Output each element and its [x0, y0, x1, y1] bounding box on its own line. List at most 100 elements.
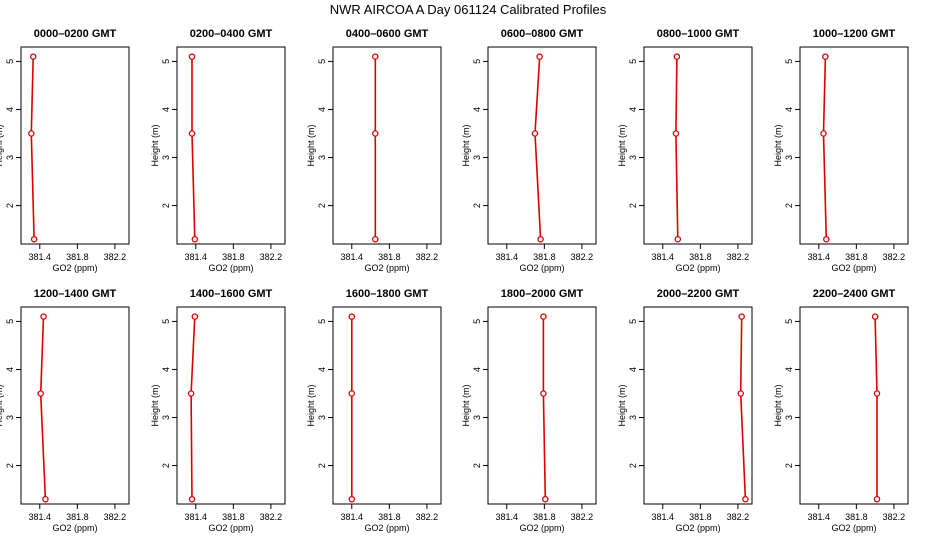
profile-panel: 1800–2000 GMT 381.4 381.8 382.2 2 3 4 5 GO2 (ppm…	[461, 288, 597, 533]
data-point	[540, 313, 547, 320]
profile-panel: 0200–0400 GMT 381.4 381.8 382.2 2 3 4 5 GO2 (ppm…	[150, 28, 286, 273]
profile-line	[874, 316, 878, 500]
data-point	[348, 390, 356, 397]
y-tick-label: 2	[161, 203, 171, 208]
profile-panel: 1200–1400 GMT 381.4 381.8 382.2 2 3 4 5 GO2 (ppm…	[0, 288, 130, 533]
panel-title: 2000–2200 GMT	[657, 288, 740, 300]
y-tick-label: 2	[317, 463, 327, 468]
data-point	[188, 495, 196, 503]
data-point	[540, 390, 547, 397]
profile-line	[39, 316, 47, 500]
y-tick-label: 5	[161, 59, 171, 64]
data-point	[542, 495, 549, 503]
page-title: NWR AIRCOA A Day 061124 Calibrated Profi…	[329, 2, 607, 17]
data-point	[191, 313, 199, 320]
y-tick-label: 5	[472, 59, 482, 64]
y-tick-label: 3	[161, 415, 171, 420]
x-axis-label: GO2 (ppm)	[831, 523, 876, 533]
y-axis-label: Height (m)	[0, 124, 4, 166]
profile-line	[542, 316, 547, 500]
y-tick-label: 2	[5, 463, 15, 468]
y-tick-label: 3	[472, 155, 482, 160]
data-point	[673, 53, 681, 60]
x-axis-label: GO2 (ppm)	[52, 523, 97, 533]
data-point	[372, 53, 379, 60]
x-axis-label: GO2 (ppm)	[519, 263, 564, 273]
data-point	[191, 235, 199, 243]
data-point	[531, 130, 539, 137]
y-axis-label: Height (m)	[150, 384, 160, 426]
x-tick-label: 382.2	[571, 512, 594, 522]
x-tick-label: 381.8	[378, 252, 401, 262]
y-axis-label: Height (m)	[461, 124, 471, 166]
data-point	[536, 53, 543, 60]
y-tick-label: 4	[628, 107, 638, 112]
y-tick-label: 4	[317, 107, 327, 112]
x-tick-label: 381.4	[29, 252, 52, 262]
x-tick-label: 381.8	[689, 252, 712, 262]
panel-title: 2200–2400 GMT	[813, 288, 896, 300]
x-tick-label: 381.8	[845, 512, 868, 522]
y-tick-label: 5	[628, 319, 638, 324]
y-axis-label: Height (m)	[306, 124, 316, 166]
x-tick-label: 382.2	[883, 252, 906, 262]
profile-line	[30, 56, 35, 240]
y-axis-label: Height (m)	[773, 384, 783, 426]
data-point	[37, 390, 44, 397]
y-tick-label: 5	[5, 319, 15, 324]
plot-frame	[20, 306, 130, 505]
plot-frame	[176, 46, 286, 245]
data-point	[28, 130, 35, 137]
y-tick-label: 2	[317, 203, 327, 208]
profile-line	[190, 316, 196, 500]
data-point	[187, 390, 195, 397]
panel-title: 1600–1800 GMT	[346, 288, 429, 300]
panel-title: 0400–0600 GMT	[346, 28, 429, 40]
y-tick-label: 3	[317, 155, 327, 160]
panel-title: 1800–2000 GMT	[501, 288, 584, 300]
x-tick-label: 382.2	[260, 512, 283, 522]
y-tick-label: 5	[317, 59, 327, 64]
x-tick-label: 382.2	[104, 252, 127, 262]
profile-panel: 0400–0600 GMT 381.4 381.8 382.2 2 3 4 5 GO2 (ppm…	[306, 28, 442, 273]
y-tick-label: 4	[5, 107, 15, 112]
profile-line	[675, 56, 679, 240]
data-point	[822, 53, 829, 60]
panel-title: 1200–1400 GMT	[34, 288, 117, 300]
data-point	[873, 390, 881, 397]
y-tick-label: 3	[317, 415, 327, 420]
panel-title: 1000–1200 GMT	[813, 28, 896, 40]
x-tick-label: 381.4	[808, 512, 831, 522]
y-tick-label: 3	[628, 155, 638, 160]
plot-frame	[332, 46, 442, 245]
x-tick-label: 382.2	[104, 512, 127, 522]
x-tick-label: 381.4	[185, 512, 208, 522]
plot-frame	[176, 306, 286, 505]
y-tick-label: 2	[784, 463, 794, 468]
x-tick-label: 381.8	[533, 252, 556, 262]
data-point	[348, 495, 356, 503]
data-point	[873, 495, 881, 503]
plot-frame	[643, 306, 753, 505]
data-point	[742, 495, 749, 503]
y-axis-label: Height (m)	[306, 384, 316, 426]
x-tick-label: 381.4	[652, 512, 675, 522]
plot-frame	[487, 46, 597, 245]
profile-panel: 1400–1600 GMT 381.4 381.8 382.2 2 3 4 5 GO2 (ppm…	[150, 288, 286, 533]
data-point	[30, 235, 38, 243]
data-point	[42, 495, 49, 503]
y-tick-label: 4	[472, 367, 482, 372]
y-tick-label: 4	[628, 367, 638, 372]
x-tick-label: 381.4	[341, 512, 364, 522]
y-tick-label: 5	[5, 59, 15, 64]
panel-title: 0200–0400 GMT	[190, 28, 273, 40]
y-tick-label: 2	[628, 203, 638, 208]
y-tick-label: 3	[472, 415, 482, 420]
plot-frame	[20, 46, 130, 245]
y-tick-label: 2	[784, 203, 794, 208]
profile-panel: 1000–1200 GMT 381.4 381.8 382.2 2 3 4 5 GO2 (ppm…	[773, 28, 909, 273]
x-tick-label: 381.4	[496, 252, 519, 262]
panel-title: 1400–1600 GMT	[190, 288, 273, 300]
y-tick-label: 3	[161, 155, 171, 160]
